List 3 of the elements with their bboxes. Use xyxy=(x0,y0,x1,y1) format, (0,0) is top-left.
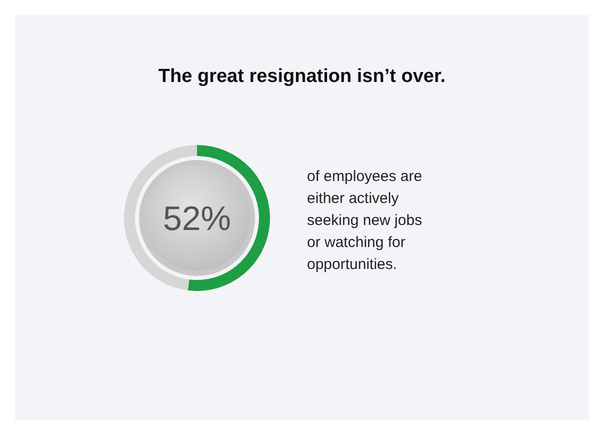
chart-title: The great resignation isn’t over. xyxy=(158,66,446,87)
data-label: 52% xyxy=(162,200,232,238)
text: of employees are either actively seeking new jobs or watching for opportunities. xyxy=(307,168,422,273)
